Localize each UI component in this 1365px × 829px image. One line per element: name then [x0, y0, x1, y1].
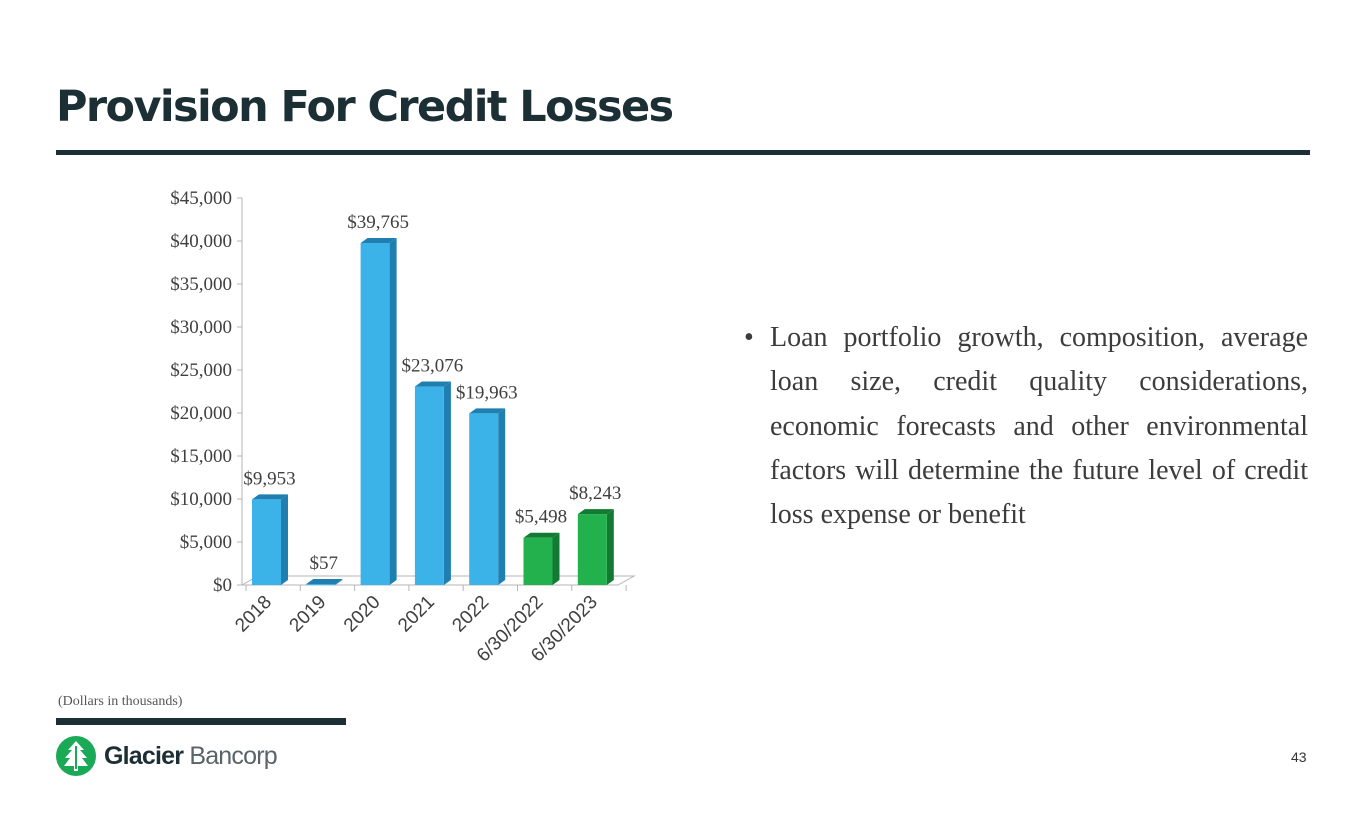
bullet-item: • Loan portfolio growth, composition, av…	[744, 316, 1308, 537]
bar-side	[281, 494, 288, 585]
bar-top	[306, 579, 343, 584]
bar-value-label: $9,953	[243, 468, 295, 489]
provision-bar-chart: $0 $5,000 $10,000 $15,000 $20,000 $25,000 $30,…	[170, 188, 637, 666]
y-tick-label: $40,000	[170, 231, 232, 252]
slide-title: Provision For Credit Losses	[56, 82, 674, 132]
bar-side	[606, 509, 614, 585]
y-tick-label: $0	[213, 575, 232, 596]
y-tick-label: $10,000	[170, 489, 232, 510]
bar-value-label: $57	[310, 553, 339, 574]
bar-value-label: $23,076	[402, 356, 464, 377]
x-category-label: 2019	[286, 592, 331, 637]
bar	[523, 537, 553, 585]
units-footnote: (Dollars in thousands)	[58, 694, 183, 709]
bar-value-label: $8,243	[569, 483, 621, 504]
y-tick-label: $30,000	[170, 317, 232, 338]
bar-side	[443, 381, 451, 585]
y-tick-label: $45,000	[170, 188, 232, 209]
bar-side	[335, 579, 343, 585]
bar-top	[414, 381, 451, 387]
bar-value-label: $39,765	[347, 212, 409, 233]
bullet-text: Loan portfolio growth, composition, aver…	[770, 322, 1308, 531]
bar	[252, 499, 281, 585]
y-tick-label: $35,000	[170, 274, 232, 295]
bar	[306, 584, 336, 585]
page-number: 43	[1291, 749, 1307, 765]
y-tick-label: $5,000	[180, 532, 232, 553]
x-category-label: 2022	[448, 592, 493, 637]
bar	[414, 386, 444, 585]
y-tick-label: $15,000	[170, 446, 232, 467]
bar	[360, 243, 390, 585]
company-name: Glacier Bancorp	[104, 741, 278, 770]
bar-side	[389, 238, 397, 585]
bar-top	[252, 494, 288, 500]
x-category-label: 2020	[340, 592, 385, 637]
bar	[469, 413, 499, 585]
bar-value-label: $5,498	[515, 507, 567, 528]
glacier-tree-icon	[56, 736, 96, 776]
y-tick-label: $20,000	[170, 403, 232, 424]
bar-value-label: $19,963	[456, 382, 518, 403]
y-tick-label: $25,000	[170, 360, 232, 381]
x-category-label: 2018	[231, 592, 276, 637]
bar-top	[523, 532, 560, 538]
company-logo: Glacier Bancorp	[56, 736, 278, 776]
bar-side	[552, 532, 560, 585]
bar-top	[360, 238, 397, 244]
bar-top	[469, 408, 506, 414]
bullet-marker: •	[744, 322, 754, 353]
footer-rule	[56, 718, 346, 725]
x-category-label: 2021	[394, 592, 439, 637]
bullet-list: • Loan portfolio growth, composition, av…	[744, 316, 1308, 537]
bar-side	[498, 408, 506, 585]
title-underline	[56, 150, 1310, 155]
bar-top	[577, 509, 614, 515]
bar	[577, 514, 607, 585]
